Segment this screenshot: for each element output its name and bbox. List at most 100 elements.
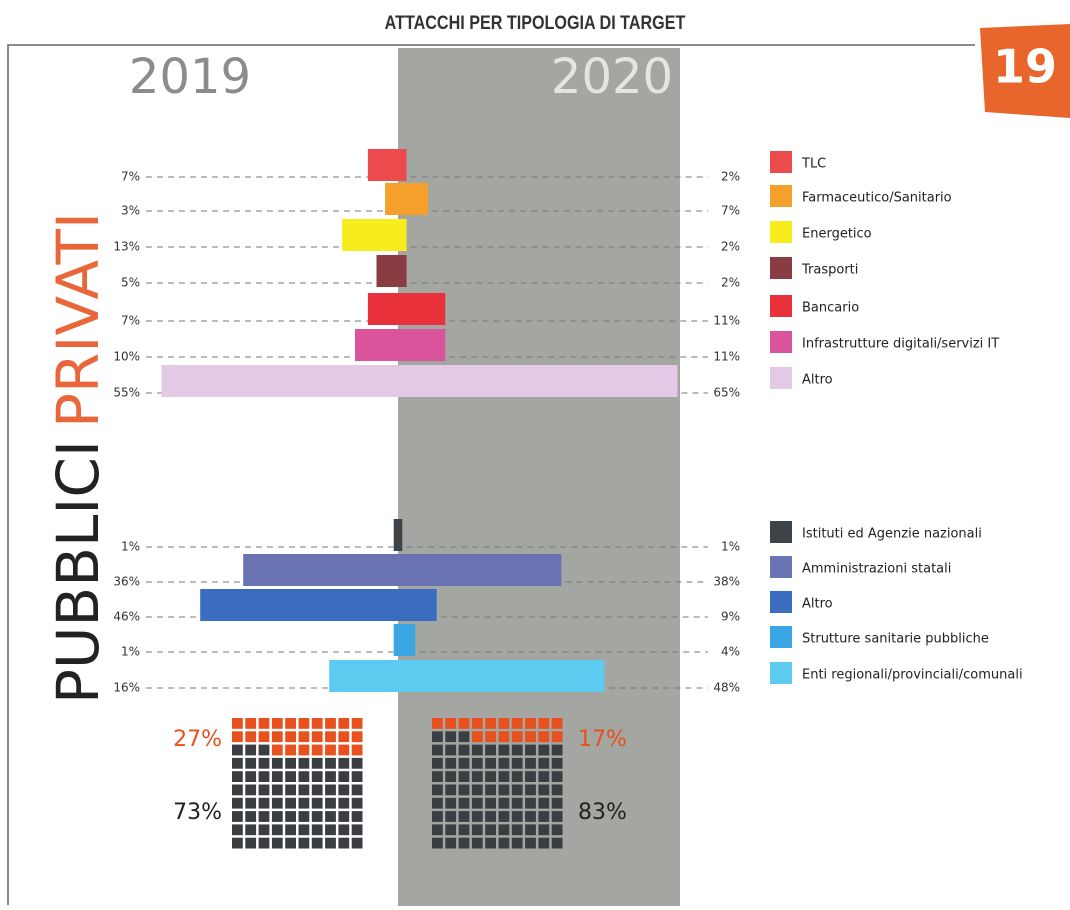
waffle-cell — [271, 718, 283, 729]
waffle-cell — [511, 718, 523, 729]
value-label: 2% — [721, 170, 740, 184]
bar-right — [398, 589, 437, 621]
waffle-cell — [232, 771, 243, 782]
legend-swatch — [770, 521, 792, 543]
bar-left — [161, 365, 398, 397]
legend-label: Amministrazioni statali — [802, 562, 951, 577]
legend-swatch — [770, 331, 792, 353]
value-label: 7% — [121, 170, 140, 184]
waffle-cell — [458, 718, 470, 729]
page-badge — [980, 24, 1070, 118]
waffle-cell — [471, 797, 483, 809]
waffle-cell — [471, 744, 483, 756]
waffle-cell — [351, 731, 363, 743]
bar-left — [376, 255, 398, 287]
waffle-cell — [271, 797, 283, 809]
waffle-cell — [325, 797, 336, 809]
waffle-cell — [538, 757, 550, 769]
waffle-cell — [271, 744, 283, 756]
waffle-cell — [271, 784, 283, 796]
waffle-cell — [258, 757, 270, 769]
waffle-cell — [458, 731, 470, 743]
waffle-cell — [432, 731, 443, 743]
waffle-cell — [551, 731, 563, 743]
waffle-cell — [325, 718, 336, 729]
waffle-cell — [538, 771, 550, 782]
waffle-cell — [511, 797, 523, 809]
waffle-cell — [338, 744, 350, 756]
legend-label: Infrastrutture digitali/servizi IT — [802, 337, 999, 352]
waffle-cell — [511, 811, 523, 822]
waffle-cell — [538, 718, 550, 729]
waffle-cell — [538, 824, 550, 836]
waffle-cell — [245, 784, 257, 796]
value-label: 7% — [721, 204, 740, 218]
value-label: 38% — [713, 575, 740, 589]
waffle-cell — [445, 797, 457, 809]
waffle-cell — [551, 718, 563, 729]
waffle-cell — [245, 744, 257, 756]
bar-left — [200, 589, 398, 621]
waffle-cell — [351, 811, 363, 822]
waffle-cell — [351, 797, 363, 809]
waffle-cell — [298, 744, 310, 756]
waffle-cell — [445, 811, 457, 822]
waffle-cell — [351, 718, 363, 729]
bar-left — [355, 329, 398, 361]
waffle-cell — [311, 784, 323, 796]
waffle-cell — [298, 811, 310, 822]
waffle-cell — [511, 837, 523, 849]
waffle-cell — [258, 771, 270, 782]
value-label: 3% — [121, 204, 140, 218]
legend-label: TLC — [801, 157, 826, 172]
waffle-cell — [351, 771, 363, 782]
waffle-cell — [285, 811, 296, 822]
waffle-cell — [245, 718, 257, 729]
waffle-cell — [471, 771, 483, 782]
title: ATTACCHI PER TIPOLOGIA DI TARGET — [385, 12, 686, 34]
waffle-cell — [432, 757, 443, 769]
waffle-cell — [551, 784, 563, 796]
waffle-cell — [338, 731, 350, 743]
value-label: 2% — [721, 240, 740, 254]
waffle-cell — [298, 797, 310, 809]
waffle-cell — [432, 824, 443, 836]
bar-right — [398, 365, 678, 397]
waffle-cell — [271, 837, 283, 849]
legend-label: Altro — [802, 373, 833, 388]
legend-label: Bancario — [802, 301, 859, 316]
waffle-cell — [325, 757, 336, 769]
waffle-cell — [538, 731, 550, 743]
bar-left — [342, 219, 398, 251]
waffle-cell — [298, 757, 310, 769]
waffle-cell — [498, 757, 510, 769]
value-label: 2% — [721, 276, 740, 290]
waffle-cell — [298, 784, 310, 796]
waffle-cell — [325, 824, 336, 836]
waffle-cell — [458, 771, 470, 782]
waffle-cell — [258, 824, 270, 836]
legend-swatch — [770, 367, 792, 389]
waffle-cell — [338, 837, 350, 849]
waffle-cell — [245, 837, 257, 849]
waffle-cell — [432, 811, 443, 822]
waffle-cell — [458, 824, 470, 836]
legend-swatch — [770, 185, 792, 207]
waffle-cell — [245, 731, 257, 743]
waffle-cell — [285, 757, 296, 769]
waffle-cell — [311, 824, 323, 836]
value-label: 9% — [721, 610, 740, 624]
waffle-cell — [285, 731, 296, 743]
waffle-cell — [525, 811, 536, 822]
waffle-cell — [232, 731, 243, 743]
waffle-cell — [351, 784, 363, 796]
legend-label: Energetico — [802, 227, 872, 242]
frame — [7, 44, 975, 905]
waffle-cell — [232, 797, 243, 809]
value-label: 16% — [113, 681, 140, 695]
waffle-cell — [445, 784, 457, 796]
waffle-cell — [285, 784, 296, 796]
waffle-cell — [232, 784, 243, 796]
waffle-cell — [445, 824, 457, 836]
waffle-cell — [485, 771, 496, 782]
